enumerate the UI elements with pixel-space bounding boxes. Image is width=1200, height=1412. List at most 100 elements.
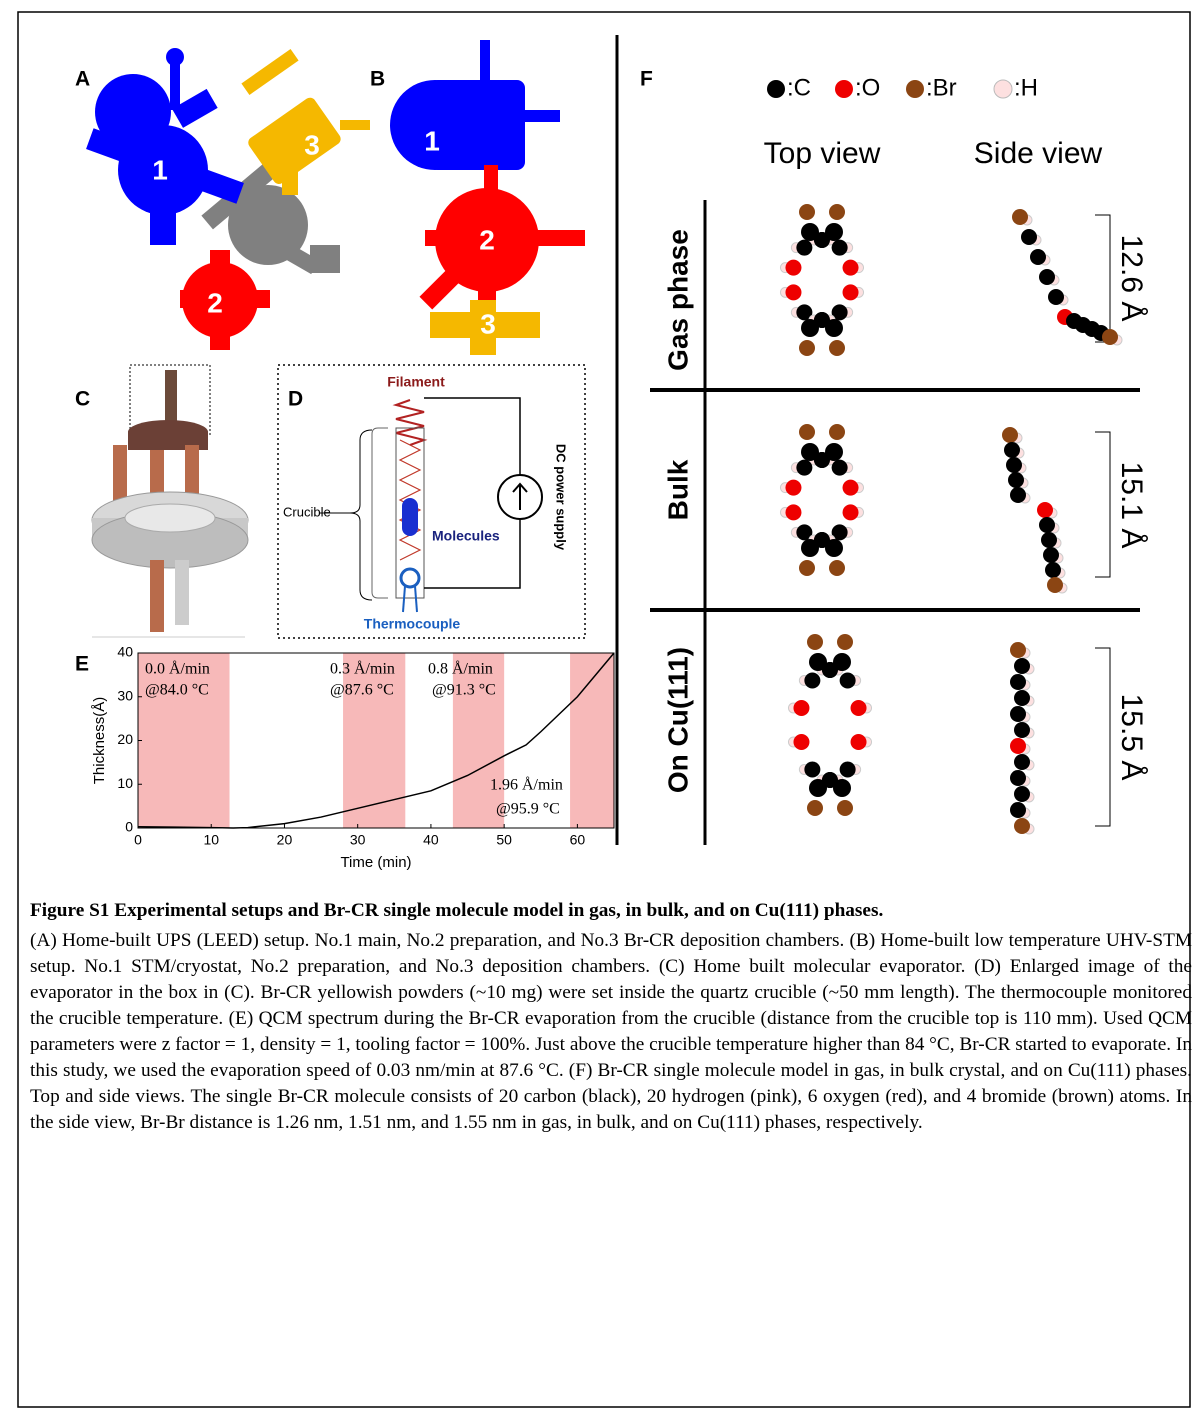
label-thermocouple: Thermocouple — [364, 616, 461, 632]
atom — [809, 779, 827, 797]
panel-label: B — [370, 68, 385, 91]
atom — [809, 653, 827, 671]
chamber-number: 2 — [479, 224, 495, 255]
y-tick-label: 10 — [117, 775, 133, 791]
distance-label: 15.5 Å — [1115, 694, 1148, 781]
chamber-number: 1 — [152, 154, 168, 185]
atom — [1014, 722, 1030, 738]
shaded-range — [343, 653, 405, 828]
annotation: 0.0 Å/min — [145, 660, 210, 678]
atom — [807, 634, 823, 650]
atom — [793, 700, 809, 716]
atom — [832, 460, 848, 476]
atom — [825, 443, 843, 461]
atom — [1010, 674, 1026, 690]
atom — [1014, 754, 1030, 770]
atom — [1010, 642, 1026, 658]
annotation: 0.8 Å/min — [428, 660, 493, 678]
panel-c-evaporator — [92, 365, 248, 637]
molecule-models — [780, 204, 1122, 834]
atom — [825, 319, 843, 337]
atom — [785, 480, 801, 496]
atom — [801, 443, 819, 461]
atom — [1014, 658, 1030, 674]
atom — [804, 673, 820, 689]
panel-f-legend: :C :O :Br :H — [767, 74, 1038, 101]
atom — [829, 424, 845, 440]
row-label: Gas phase — [662, 229, 693, 371]
atom — [843, 504, 859, 520]
y-axis-label: Thickness(Å) — [91, 697, 108, 785]
annotation: 1.96 Å/min — [490, 776, 563, 794]
x-tick-label: 10 — [203, 832, 219, 848]
panel-label: C — [75, 388, 90, 411]
atom — [829, 340, 845, 356]
atom — [1014, 690, 1030, 706]
annotation: 0.3 Å/min — [330, 660, 395, 678]
atom — [796, 460, 812, 476]
x-tick-label: 50 — [496, 832, 512, 848]
annotation: @91.3 °C — [432, 682, 496, 699]
bracket — [1095, 648, 1110, 826]
y-tick-label: 0 — [125, 819, 133, 835]
atom — [837, 634, 853, 650]
atom — [801, 539, 819, 557]
annotation: @87.6 °C — [330, 682, 394, 699]
caption: Figure S1 Experimental setups and Br-CR … — [30, 898, 1192, 1136]
atom — [1102, 329, 1118, 345]
y-tick-label: 30 — [117, 687, 133, 703]
atom — [799, 340, 815, 356]
x-tick-label: 60 — [570, 832, 586, 848]
x-tick-label: 40 — [423, 832, 439, 848]
shaded-range — [138, 653, 230, 828]
annotation: @95.9 °C — [496, 801, 560, 818]
chamber-number: 2 — [207, 287, 223, 318]
legend-label: :Br — [926, 74, 957, 101]
figure: A B C D E F 1 2 3 — [0, 0, 1200, 1412]
legend-label: :C — [787, 74, 811, 101]
atom — [825, 539, 843, 557]
label-molecules: Molecules — [432, 528, 500, 544]
atom — [793, 734, 809, 750]
panel-label: D — [288, 388, 303, 411]
atom — [1039, 269, 1055, 285]
atom — [833, 653, 851, 671]
atom — [1010, 487, 1026, 503]
atom — [1010, 802, 1026, 818]
distance-label: 15.1 Å — [1115, 462, 1148, 549]
panel-label: F — [640, 68, 653, 91]
atom — [843, 260, 859, 276]
atom — [1006, 457, 1022, 473]
atom — [801, 223, 819, 241]
atom — [1048, 289, 1064, 305]
column-header: Side view — [974, 137, 1103, 170]
x-axis-label: Time (min) — [340, 854, 411, 871]
atom — [1021, 229, 1037, 245]
x-tick-label: 30 — [350, 832, 366, 848]
legend-label: :O — [855, 74, 880, 101]
atom — [804, 761, 820, 777]
atom — [1043, 547, 1059, 563]
row-label: Bulk — [662, 459, 693, 520]
atom — [1047, 577, 1063, 593]
atom — [785, 284, 801, 300]
atom — [1010, 706, 1026, 722]
atom — [799, 560, 815, 576]
chamber-number: 3 — [480, 308, 496, 339]
caption-body: (A) Home-built UPS (LEED) setup. No.1 ma… — [30, 928, 1192, 1136]
atom — [799, 424, 815, 440]
panel-a-diagram: 1 2 3 — [86, 48, 370, 350]
page: A B C D E F 1 2 3 — [0, 0, 1200, 1412]
atom — [1037, 502, 1053, 518]
panel-b-diagram: 1 2 3 — [390, 40, 585, 355]
atom — [840, 761, 856, 777]
atom — [829, 204, 845, 220]
atom — [1014, 818, 1030, 834]
atom — [851, 734, 867, 750]
atom — [840, 673, 856, 689]
atom — [832, 240, 848, 256]
panel-d-schematic: Filament Crucible Molecules Thermocouple… — [278, 365, 585, 638]
atom — [785, 504, 801, 520]
atom — [825, 223, 843, 241]
